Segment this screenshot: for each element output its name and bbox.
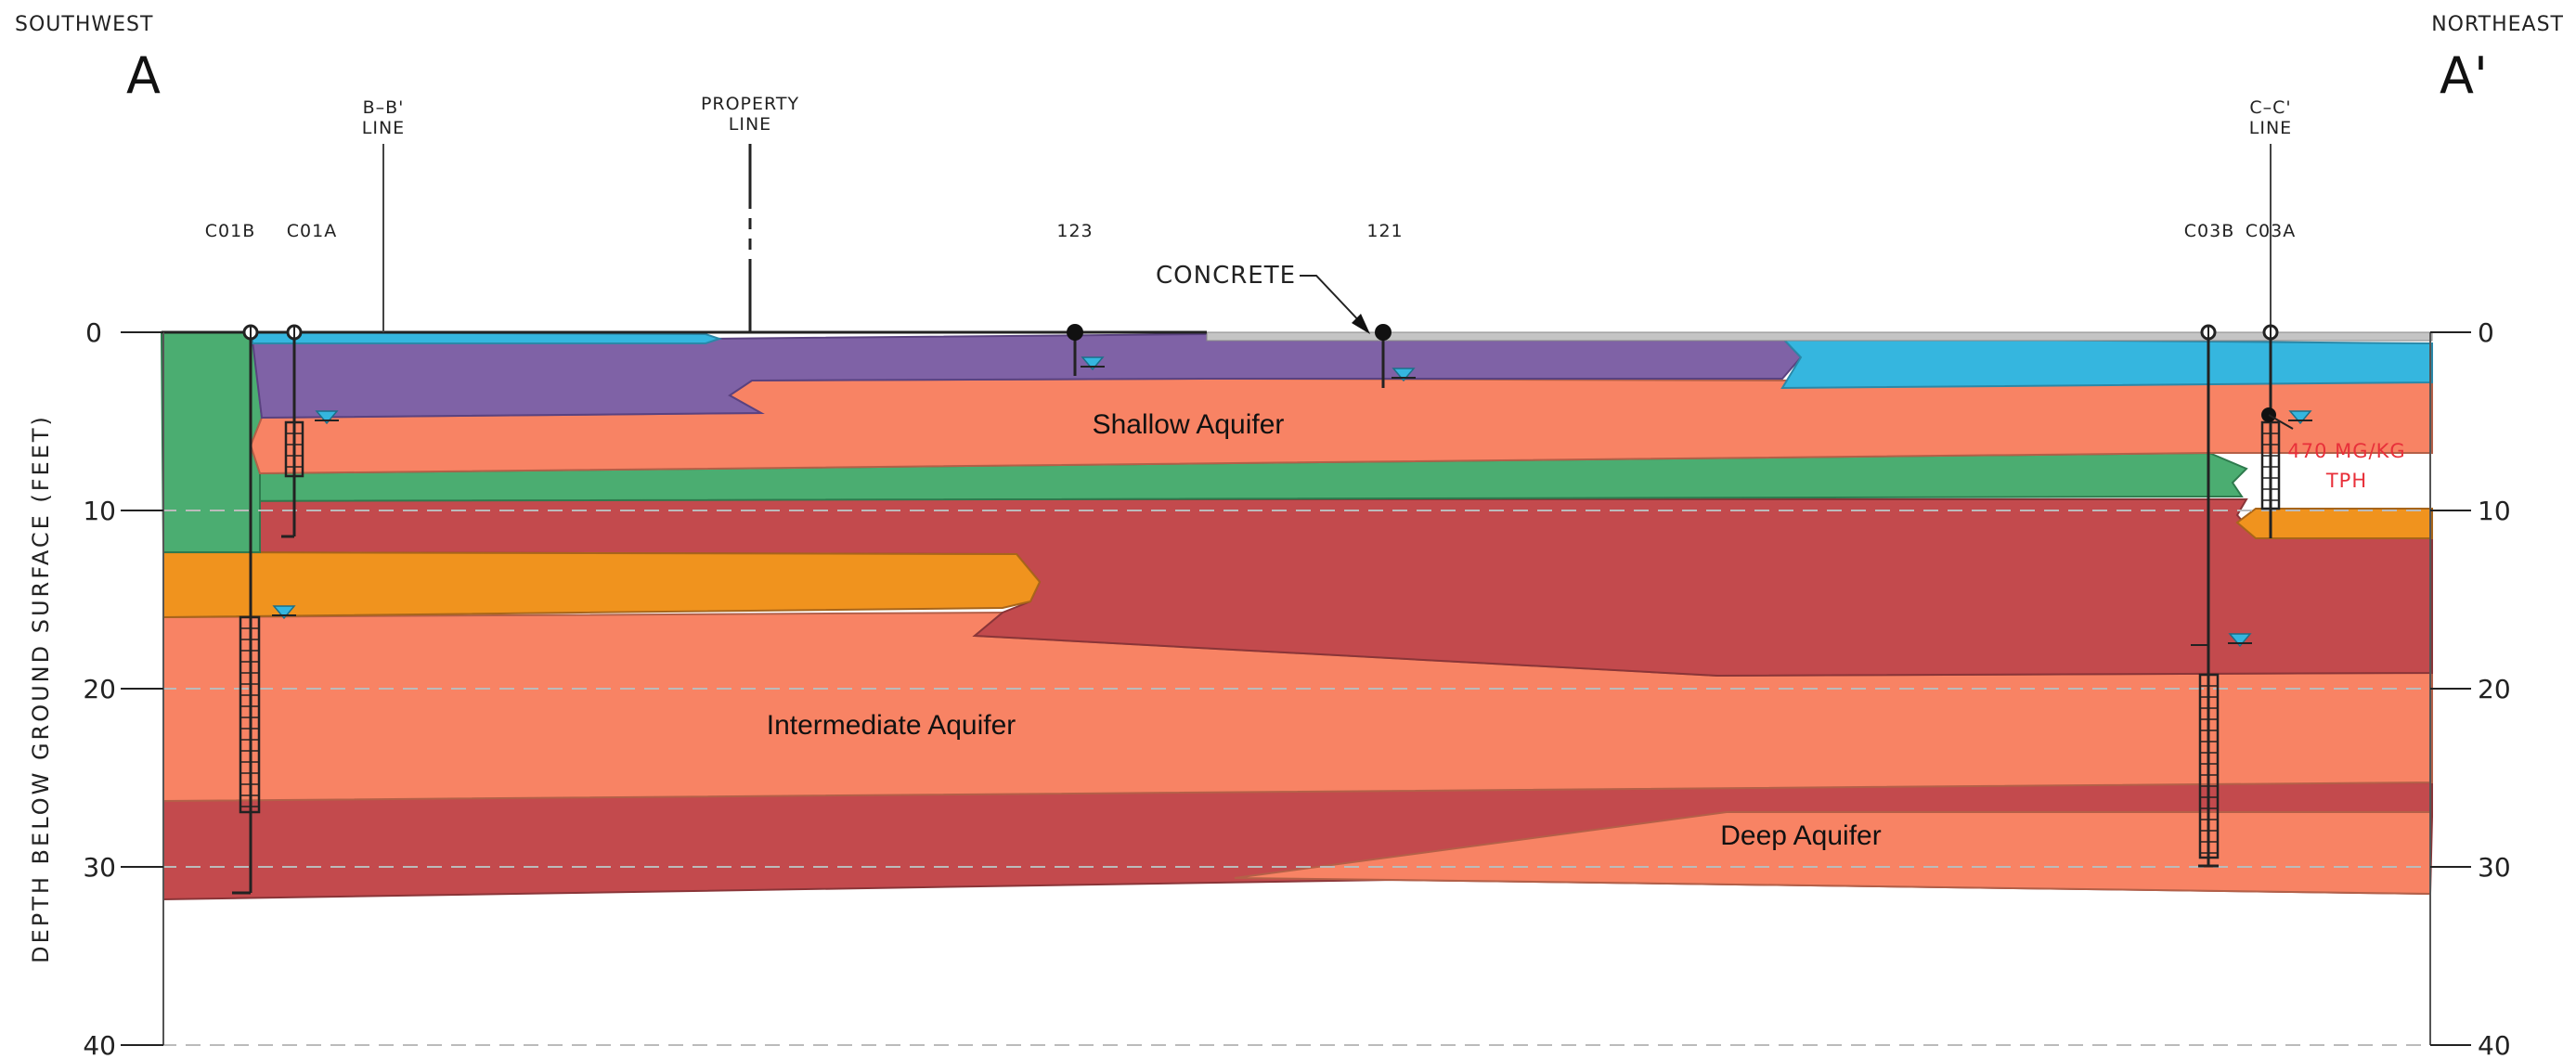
- tick-label-right-20: 20: [2478, 674, 2511, 704]
- section-start-label: A: [126, 46, 161, 105]
- water-level-icon: [272, 605, 296, 620]
- tick-label-left-10: 10: [83, 496, 116, 526]
- depth-grid: [121, 331, 2471, 1046]
- tick-label-right-30: 30: [2478, 852, 2511, 883]
- layer-gravel-right: [2235, 508, 2433, 539]
- cc-line-label-2: LINE: [2249, 118, 2292, 138]
- tick-label-right-0: 0: [2478, 317, 2494, 348]
- layer-gravel-left: [162, 550, 1042, 619]
- well-c01a: [281, 324, 304, 538]
- bb-line-label-2: LINE: [362, 118, 405, 138]
- aquifer-label-deep: Deep Aquifer: [1720, 820, 1881, 851]
- well-label-c03b: C03B: [2184, 221, 2234, 241]
- aquifer-label-intermediate: Intermediate Aquifer: [767, 710, 1016, 741]
- tick-label-left-0: 0: [85, 317, 102, 348]
- water-level-symbols: [272, 356, 2312, 648]
- tick-label-right-10: 10: [2478, 496, 2511, 526]
- bb-line-label-1: B–B': [363, 97, 405, 118]
- tick-label-left-20: 20: [83, 674, 116, 704]
- layer-concrete: [1206, 331, 2433, 342]
- layer-purple: [251, 332, 1803, 420]
- property-line-label-1: PROPERTY: [701, 94, 799, 114]
- water-level-icon: [1392, 368, 1416, 382]
- layer-blue-right: [1780, 336, 2433, 390]
- well-c01b: [232, 324, 261, 895]
- water-level-icon: [2228, 633, 2252, 648]
- section-end-label: A': [2440, 46, 2488, 105]
- aquifer-label-shallow: Shallow Aquifer: [1093, 409, 1285, 440]
- y-axis-label: DEPTH BELOW GROUND SURFACE (FEET): [28, 414, 54, 963]
- concrete-label: CONCRETE: [1156, 262, 1296, 290]
- strata-layers: [160, 330, 2433, 901]
- layer-silt-green-column: [160, 331, 264, 553]
- water-level-icon: [315, 410, 339, 425]
- water-level-icon: [2288, 410, 2312, 425]
- well-label-123: 123: [1056, 221, 1093, 241]
- well-label-c03a: C03A: [2246, 221, 2296, 241]
- wells: [232, 324, 2294, 895]
- well-c03a: [2260, 324, 2294, 538]
- water-level-icon: [1081, 356, 1105, 371]
- concrete-callout: CONCRETE: [1156, 262, 1370, 334]
- well-label-c01a: C01A: [287, 221, 337, 241]
- sample-result-analyte: TPH: [2325, 470, 2367, 492]
- well-label-c01b: C01B: [205, 221, 255, 241]
- sample-result-value: 470 MG/KG: [2287, 440, 2405, 462]
- direction-southwest-label: SOUTHWEST: [15, 13, 153, 36]
- cc-line-label-1: C–C': [2249, 97, 2291, 118]
- tick-label-left-30: 30: [83, 852, 116, 883]
- property-line-label-2: LINE: [729, 114, 771, 135]
- well-label-121: 121: [1366, 221, 1403, 241]
- tick-label-left-40: 40: [83, 1030, 116, 1059]
- layer-blue-left: [252, 330, 723, 344]
- well-c03b: [2191, 324, 2220, 868]
- reference-markers: B–B' LINE PROPERTY LINE C–C' LINE: [362, 94, 2292, 332]
- well-123: [1067, 324, 1083, 376]
- depth-tick-labels: 0 10 20 30 40 0 10 20 30 40 DEPTH BELOW …: [28, 317, 2511, 1059]
- tick-label-right-40: 40: [2478, 1030, 2511, 1059]
- direction-northeast-label: NORTHEAST: [2431, 13, 2564, 36]
- well-labels: C01B C01A 123 121 C03B C03A: [205, 221, 2296, 241]
- well-121: [1375, 324, 1392, 388]
